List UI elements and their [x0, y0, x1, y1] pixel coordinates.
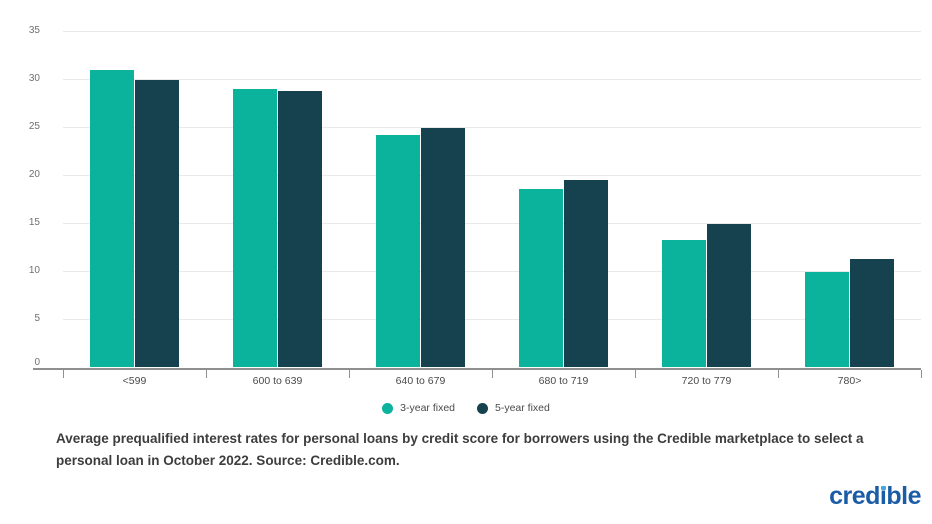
y-axis-tick-label: 30 [28, 73, 40, 84]
chart-caption: Average prequalified interest rates for … [56, 431, 864, 468]
legend-dot-icon [382, 402, 394, 414]
x-axis-category-label: 640 to 679 [395, 375, 446, 387]
x-axis-tick [349, 370, 350, 378]
x-axis-category-label: 780> [837, 375, 862, 387]
x-axis-tick [921, 370, 922, 378]
bar-5-year-fixed [707, 223, 751, 367]
gridline [63, 31, 921, 32]
gridline [63, 127, 921, 128]
bar-3-year-fixed [519, 189, 563, 367]
bar-3-year-fixed [376, 134, 420, 367]
x-axis-category-label: 680 to 719 [538, 375, 589, 387]
y-axis-tick-label: 15 [28, 217, 40, 228]
legend-label: 3-year fixed [400, 402, 455, 414]
x-axis-line [33, 368, 921, 370]
gridline [63, 223, 921, 224]
gridline [63, 175, 921, 176]
bar-5-year-fixed [421, 127, 465, 367]
bar-5-year-fixed [278, 91, 322, 367]
chart-legend: 3-year fixed 5-year fixed [0, 402, 932, 414]
y-axis-tick-label: 10 [28, 265, 40, 276]
legend-item: 3-year fixed [382, 402, 455, 414]
logo-text-prefix: cred [829, 482, 880, 510]
bar-5-year-fixed [564, 179, 608, 367]
x-axis-tick [492, 370, 493, 378]
x-axis-category-label: <599 [122, 375, 147, 387]
y-axis-tick-label: 20 [28, 169, 40, 180]
bar-5-year-fixed [135, 79, 179, 367]
legend-label: 5-year fixed [495, 402, 550, 414]
bar-5-year-fixed [850, 259, 894, 367]
bar-3-year-fixed [805, 271, 849, 367]
legend-dot-icon [477, 402, 488, 414]
y-axis-tick-label: 0 [34, 357, 40, 368]
x-axis-tick [635, 370, 636, 378]
y-axis-tick-label: 25 [28, 121, 40, 132]
legend-item: 5-year fixed [477, 402, 550, 414]
logo-letter-i: ı [879, 482, 887, 510]
bar-3-year-fixed [662, 240, 706, 367]
logo-i-dot-icon [881, 485, 886, 490]
credible-logo: credı ble [829, 484, 921, 509]
gridline [63, 79, 921, 80]
x-axis-tick [778, 370, 779, 378]
gridline [63, 319, 921, 320]
bar-3-year-fixed [90, 70, 134, 367]
y-axis-tick-label: 5 [34, 313, 40, 324]
gridline [63, 271, 921, 272]
bar-3-year-fixed [233, 88, 277, 367]
x-axis-category-label: 720 to 779 [681, 375, 732, 387]
x-axis-category-label: 600 to 639 [252, 375, 303, 387]
logo-text-suffix: ble [886, 482, 921, 510]
x-axis-tick [63, 370, 64, 378]
y-axis-tick-label: 35 [28, 25, 40, 36]
x-axis-tick [206, 370, 207, 378]
